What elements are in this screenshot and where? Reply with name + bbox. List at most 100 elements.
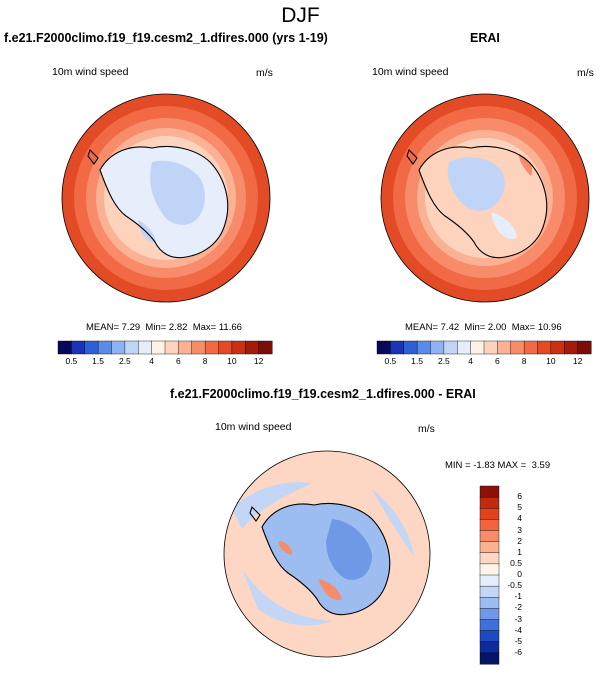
panel-3-colorbar-box [479,619,500,632]
panel-3-colorbar-tick-label: -5 [514,635,522,646]
panel-1-colorbar [57,340,273,355]
panel-2-colorbar-box [416,340,432,355]
panel-3-colorbar-box [479,508,500,520]
panel-2-colorbar-box [376,340,391,355]
panel-3-positive-a [318,579,342,601]
panel-1-colorbar-box [178,340,193,355]
panel-1-stats: MEAN= 7.29 Min= 2.82 Max= 11.66 [86,322,242,333]
panel-2-units-label: m/s [577,67,594,79]
panel-1-colorbar-tick-label: 8 [202,356,208,366]
panel-2-colorbar-box [577,340,592,355]
panel-2-colorbar-box [403,340,418,355]
panel-3-colorbar-box [479,630,500,643]
panel-3-stats: MIN = -1.83 MAX = 3.59 [445,460,551,471]
panel-3-colorbar-box [479,574,500,587]
panel-3-colorbar-tick-label: -6 [514,646,522,657]
panel-3-blue-band-b [242,569,332,626]
panel-3-variable-label: 10m wind speed [215,421,292,433]
panel-1-colorbar-box [84,340,99,355]
panel-3-positive-b [278,541,292,555]
panel-3-colorbar-tick-label: -3 [514,613,522,624]
panel-2-colorbar-box [537,340,552,355]
panel-1-colorbar-tick-label: 10 [227,356,237,366]
panel-2-colorbar-tick-label: 8 [521,356,527,366]
panel-3-colorbar-tick-label: 4 [517,513,522,524]
panel-1-colorbar-box [231,340,246,355]
figure-title: DJF [281,4,320,27]
panel-1-colorbar-box [191,340,206,355]
panel-3-blue-band-a [232,482,312,529]
panel-2-colorbar-box [390,340,405,355]
panel-3-colorbar-tick-label: -1 [514,591,522,602]
panel-2-colorbar-tick-label: 1.5 [411,356,423,366]
panel-2-colorbar-tick-label: 2.5 [437,356,450,366]
panel-3-colorbar-box [479,485,500,498]
panel-3-colorbar-box [479,585,500,598]
panel-1-variable-label: 10m wind speed [52,66,129,78]
panel-2-ice-blue [447,157,505,211]
panel-3-colorbar-tick-label: 5 [517,502,522,513]
panel-1-title: f.e21.F2000climo.f19_f19.cesm2_1.dfires.… [4,31,328,45]
panel-2-variable-label: 10m wind speed [372,66,449,78]
panel-1-colorbar-box [245,340,260,355]
panel-1-colorbar-box [124,340,139,355]
panel-2-colorbar-box [443,340,458,355]
panel-3-polar-map [223,450,431,658]
panel-3-colorbar-tick-label: -2 [514,602,522,613]
panel-3-colorbar-box [479,641,500,654]
panel-1-coastline [87,145,229,259]
panel-1-colorbar-tick-label: 1.5 [92,356,104,366]
panel-3-colorbar-box [479,519,500,532]
panel-3-coastline [249,502,391,616]
panel-2-ice-pale [491,212,517,239]
panel-3-title: f.e21.F2000climo.f19_f19.cesm2_1.dfires.… [170,387,476,401]
panel-1-ice-blue-a [150,160,205,225]
panel-2-colorbar-box [510,340,525,355]
panel-1-colorbar-ticks: 0.5 1.5 2.5 4 6 8 10 12 [58,356,272,368]
panel-1-units-label: m/s [256,67,273,79]
panel-2-colorbar-box [457,340,472,355]
panel-3-colorbar-tick-label: 3 [517,524,522,535]
panel-2-colorbar-tick-label: 12 [572,356,583,366]
panel-3-colorbar-tick-label: -4 [514,624,522,635]
panel-2-colorbar-tick-label: 10 [546,356,556,366]
panel-2-colorbar-box [497,340,512,355]
panel-1-colorbar-box [57,340,72,355]
panel-3-colorbar-ticks: 6 5 4 3 2 1 0.5 0 -0.5 -1 -2 -3 -4 -5 -6 [500,486,540,664]
panel-2-colorbar-tick-label: 0.5 [384,356,397,366]
panel-2-colorbar-box [430,340,445,355]
panel-3-blue-band-c [372,489,414,557]
panel-3-colorbar-box [479,597,500,609]
panel-3-colorbar-box [479,608,500,621]
panel-3-colorbar-box [479,530,500,543]
panel-3-colorbar-box [479,552,500,565]
panel-3-colorbar-tick-label: -0.5 [507,580,522,591]
panel-3-colorbar-tick-label: 0 [517,569,522,579]
panel-1-colorbar-tick-label: 12 [253,356,264,366]
panel-3-colorbar-box [479,652,500,665]
panel-3-colorbar-tick-label: 6 [517,491,522,502]
panel-3-colorbar-box [479,496,500,509]
panel-1-colorbar-box [218,340,233,355]
panel-2-colorbar-tick-label: 4 [468,356,473,366]
panel-3-units-label: m/s [418,423,435,435]
panel-2-colorbar-tick-label: 6 [495,356,500,366]
panel-1-colorbar-tick-label: 0.5 [65,356,78,366]
panel-2-colorbar-box [483,340,498,355]
panel-1-colorbar-box [151,340,166,355]
panel-1-colorbar-tick-label: 6 [176,356,181,366]
panel-2-stats: MEAN= 7.42 Min= 2.00 Max= 10.96 [405,322,562,333]
panel-3-deep-blue [326,519,372,580]
panel-1-colorbar-tick-label: 2.5 [118,356,131,366]
panel-3-colorbar [479,485,500,665]
panel-2-coastline [406,145,548,259]
panel-1-colorbar-box [71,340,86,355]
panel-2-colorbar [376,340,592,355]
panel-3-colorbar-box [479,541,500,554]
panel-3-colorbar-tick-label: 1 [517,546,522,557]
panel-2-colorbar-ticks: 0.5 1.5 2.5 4 6 8 10 12 [377,356,591,368]
panel-2-colorbar-box [550,340,565,355]
panel-1-polar-map [61,93,271,303]
panel-1-colorbar-tick-label: 4 [149,356,154,366]
panel-1-colorbar-box [138,340,153,355]
